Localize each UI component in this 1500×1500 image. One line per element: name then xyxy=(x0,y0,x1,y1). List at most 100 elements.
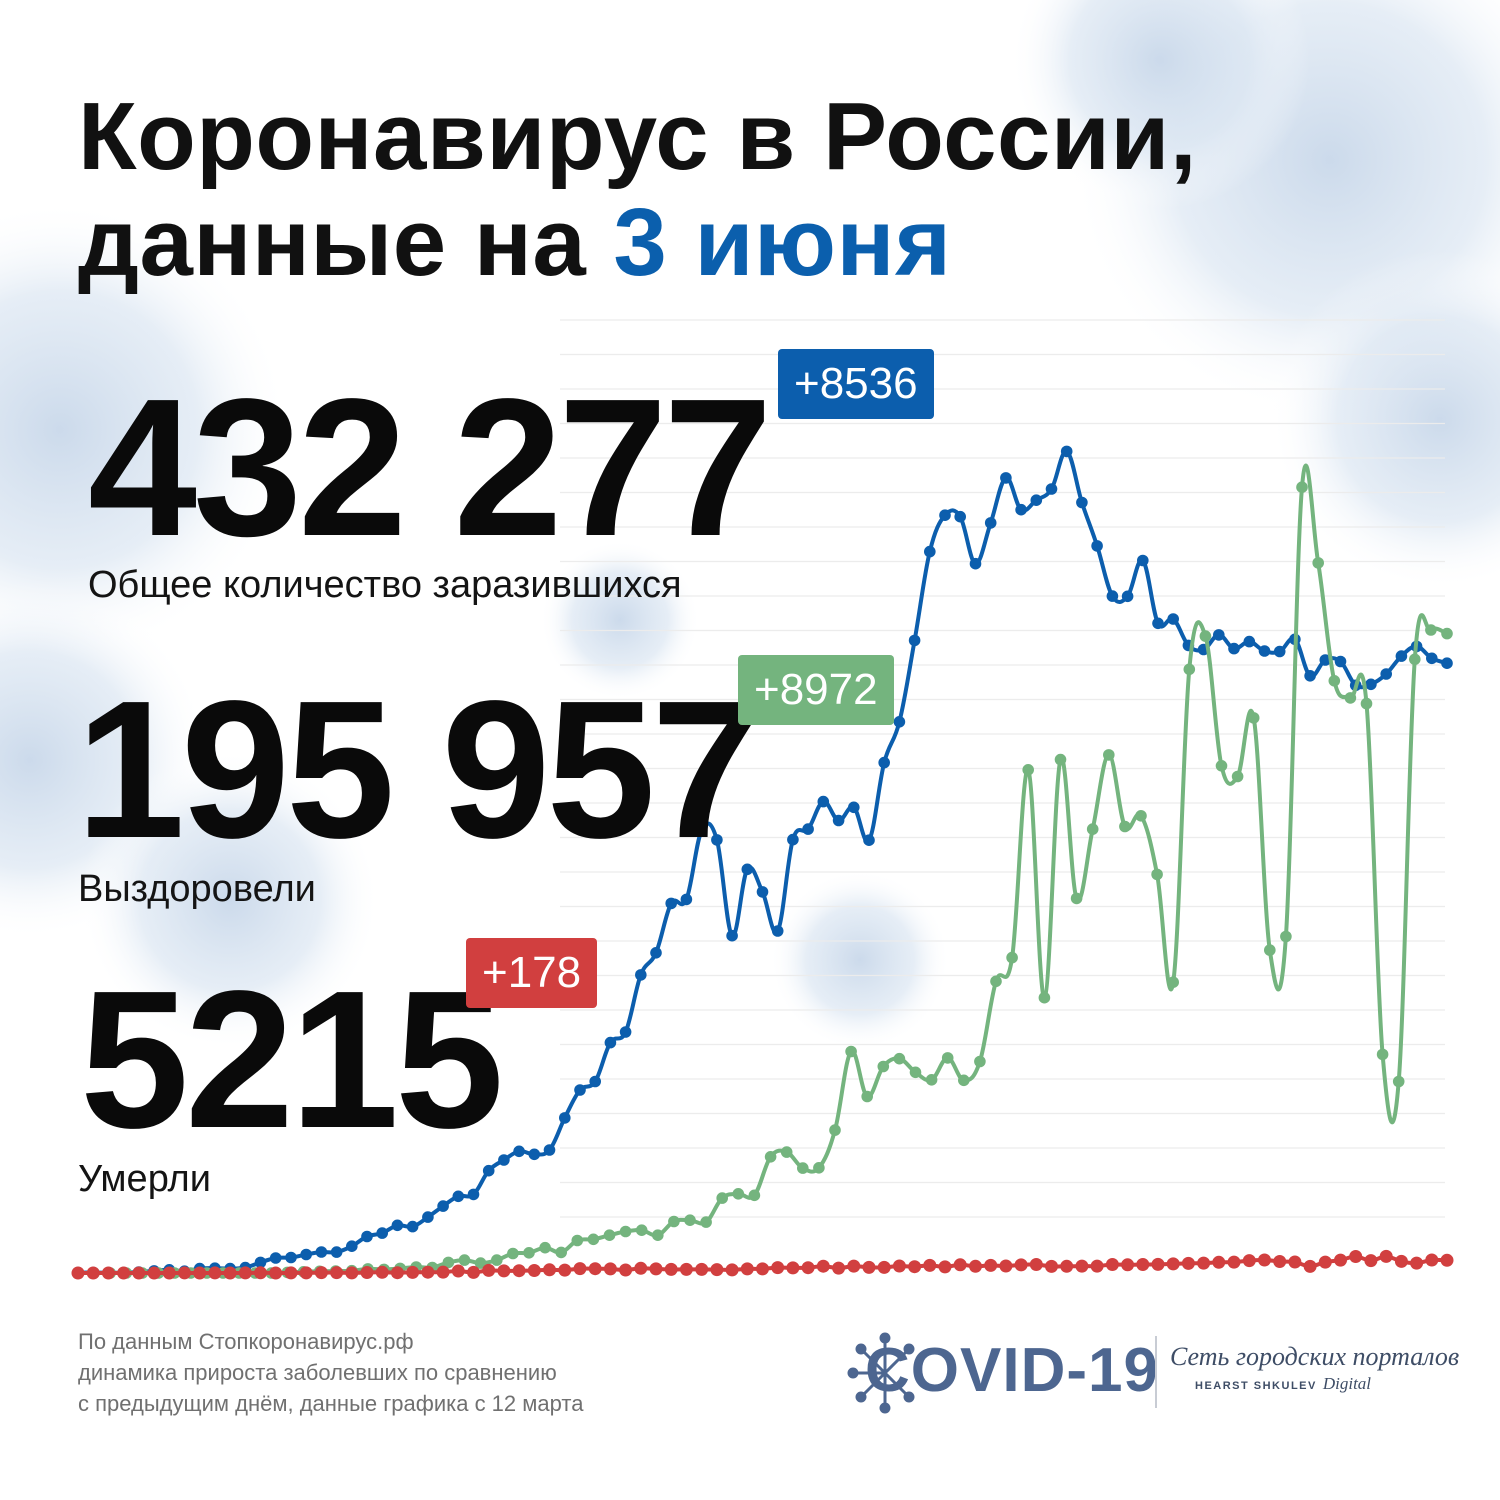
data-point xyxy=(771,1261,785,1275)
data-point xyxy=(679,1262,693,1276)
data-point xyxy=(1076,496,1088,509)
data-point xyxy=(652,1229,664,1241)
data-point xyxy=(1312,557,1324,569)
virus-icon xyxy=(847,1332,915,1414)
data-point xyxy=(863,834,875,846)
data-point xyxy=(1394,1254,1408,1268)
data-point xyxy=(999,1259,1013,1273)
data-point xyxy=(1273,645,1286,658)
data-point xyxy=(523,1247,535,1259)
data-point xyxy=(442,1256,455,1269)
data-point xyxy=(1215,760,1228,772)
data-point xyxy=(726,929,738,942)
data-point xyxy=(974,1055,986,1068)
data-point xyxy=(132,1266,146,1280)
data-point xyxy=(451,1264,465,1278)
data-point xyxy=(528,1148,541,1161)
data-point xyxy=(1247,712,1260,724)
data-point xyxy=(1328,675,1341,687)
data-point xyxy=(1227,1255,1241,1269)
data-point xyxy=(467,1265,480,1279)
data-point xyxy=(816,1259,830,1273)
data-point xyxy=(543,1144,556,1156)
data-point xyxy=(1075,1259,1089,1273)
data-point xyxy=(619,1026,632,1038)
data-point xyxy=(360,1266,374,1279)
total-cases-value: 432 277 xyxy=(88,358,772,577)
data-point xyxy=(1006,951,1018,964)
data-point xyxy=(1379,1249,1393,1263)
data-point xyxy=(559,1112,571,1124)
data-point xyxy=(1364,1254,1378,1268)
data-point xyxy=(1288,1255,1302,1269)
page-title-line1: Коронавирус в России, xyxy=(78,83,1198,190)
data-point xyxy=(1349,1250,1363,1263)
data-point xyxy=(300,1248,313,1261)
recovered-label: Выздоровели xyxy=(78,868,316,910)
data-point xyxy=(1280,930,1292,943)
data-point xyxy=(1105,1258,1119,1271)
data-point xyxy=(315,1246,328,1258)
data-point xyxy=(954,510,966,523)
data-point xyxy=(406,1265,420,1279)
data-point xyxy=(1166,1257,1180,1271)
data-point xyxy=(1060,445,1073,458)
data-point xyxy=(1392,1075,1405,1088)
data-point xyxy=(147,1266,161,1280)
data-point xyxy=(1014,1258,1028,1272)
data-point xyxy=(650,947,662,959)
data-point xyxy=(1344,692,1357,704)
data-point xyxy=(539,1241,551,1254)
data-point xyxy=(1167,613,1179,625)
page-title-line2: данные на 3 июня xyxy=(78,188,951,298)
data-point xyxy=(939,509,951,521)
data-point xyxy=(555,1246,567,1259)
data-point xyxy=(1231,770,1244,783)
data-point xyxy=(254,1256,267,1269)
data-point xyxy=(162,1266,176,1280)
deaths-value: 5215 xyxy=(80,950,504,1169)
chart-grid xyxy=(560,319,1445,1218)
data-point xyxy=(314,1266,328,1280)
data-point xyxy=(1264,944,1276,956)
data-point xyxy=(710,1263,724,1277)
data-point xyxy=(801,1261,815,1275)
data-point xyxy=(861,1090,873,1103)
data-point xyxy=(764,1151,777,1163)
data-point xyxy=(1425,1253,1439,1267)
data-point xyxy=(1303,1259,1317,1273)
data-point xyxy=(740,1262,754,1276)
data-point xyxy=(695,824,708,836)
data-point xyxy=(376,1227,389,1239)
data-point xyxy=(1199,630,1212,642)
data-point xyxy=(588,1262,602,1276)
data-point xyxy=(543,1263,556,1277)
data-point xyxy=(589,1075,601,1088)
data-point xyxy=(893,1052,906,1065)
data-point xyxy=(330,1266,344,1280)
data-point xyxy=(467,1188,480,1201)
data-point xyxy=(1054,753,1067,766)
logo-network-name: Сеть городских порталов xyxy=(1170,1342,1460,1371)
data-point xyxy=(223,1266,237,1280)
data-point xyxy=(619,1263,633,1277)
data-point xyxy=(269,1252,282,1264)
data-point xyxy=(1121,1258,1135,1272)
data-point xyxy=(1045,483,1058,495)
data-point xyxy=(862,1260,876,1274)
data-point xyxy=(571,1234,584,1247)
data-point xyxy=(1000,472,1012,484)
data-point xyxy=(254,1266,267,1280)
data-point xyxy=(832,1261,846,1275)
data-point xyxy=(458,1254,471,1266)
recovered-delta-badge: +8972 xyxy=(738,655,894,725)
data-point xyxy=(908,1260,922,1274)
data-point xyxy=(1151,1257,1165,1271)
data-point xyxy=(1334,1253,1347,1267)
covid-logo: COVID-19 Сеть городских порталов HEARST … xyxy=(845,1328,1465,1418)
data-point xyxy=(1213,629,1225,641)
data-point xyxy=(587,1233,600,1246)
data-point xyxy=(1425,624,1437,636)
data-point xyxy=(1365,678,1377,691)
